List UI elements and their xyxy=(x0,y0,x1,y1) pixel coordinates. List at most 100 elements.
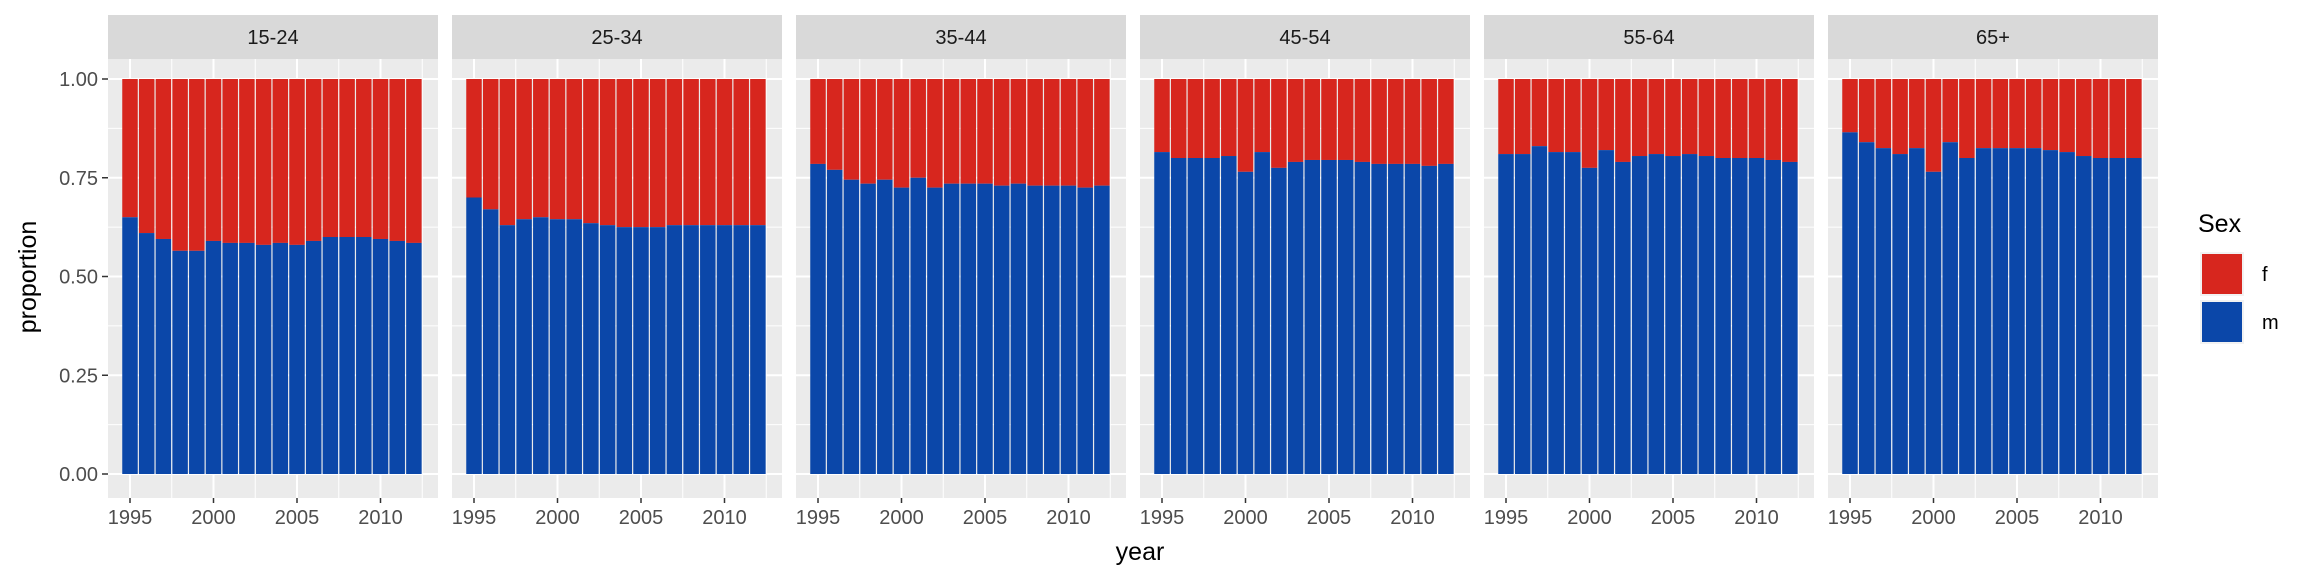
bar-segment-m xyxy=(289,244,305,474)
bar-segment-m xyxy=(1204,158,1220,474)
bar-segment-m xyxy=(927,187,943,474)
bar-segment-m xyxy=(1337,159,1354,474)
bar-segment-m xyxy=(1044,185,1060,474)
bar-segment-f xyxy=(1715,79,1731,158)
bar-segment-m xyxy=(533,217,549,474)
bar-segment-f xyxy=(633,79,649,228)
bar-segment-f xyxy=(2025,79,2042,149)
y-axis-title: proportion xyxy=(14,221,42,334)
bar-segment-m xyxy=(2042,150,2059,474)
bar-segment-m xyxy=(2025,148,2042,474)
x-tick-label: 2000 xyxy=(1911,507,1956,529)
bar-segment-f xyxy=(1531,79,1548,147)
bar-segment-m xyxy=(1715,158,1731,474)
x-tick-label: 2010 xyxy=(2078,507,2123,529)
bar-segment-f xyxy=(222,79,238,243)
bar-segment-f xyxy=(1187,79,1204,158)
bar-segment-f xyxy=(927,79,943,188)
bar-segment-m xyxy=(1531,146,1548,474)
bar-segment-f xyxy=(1698,79,1715,157)
bar-segment-f xyxy=(683,79,699,226)
bar-segment-m xyxy=(1154,152,1170,474)
bar-segment-f xyxy=(1992,79,2009,149)
bar-segment-m xyxy=(1959,158,1975,474)
x-tick-label: 1995 xyxy=(1484,507,1529,529)
bar-segment-f xyxy=(1581,79,1598,168)
bar-segment-m xyxy=(1565,152,1581,474)
bar-segment-f xyxy=(893,79,910,188)
bar-segment-m xyxy=(826,169,843,474)
x-tick-label: 2000 xyxy=(535,507,580,529)
bar-segment-m xyxy=(599,225,616,474)
bar-segment-f xyxy=(1027,79,1043,186)
bar-segment-m xyxy=(189,250,205,474)
y-tick-label: 1.00 xyxy=(59,69,98,91)
bar-segment-f xyxy=(1748,79,1765,158)
bar-segment-f xyxy=(583,79,599,224)
bar-segment-f xyxy=(406,79,422,243)
facet-strip xyxy=(108,15,438,59)
bar-segment-f xyxy=(810,79,826,164)
bar-segment-m xyxy=(389,240,405,474)
bar-segment-f xyxy=(666,79,683,226)
bar-segment-f xyxy=(1010,79,1027,184)
bar-segment-f xyxy=(1631,79,1648,157)
bar-segment-f xyxy=(138,79,155,234)
bar-segment-f xyxy=(1942,79,1958,143)
x-tick-label: 1995 xyxy=(452,507,497,529)
bar-segment-m xyxy=(1321,159,1337,474)
bar-segment-m xyxy=(1782,161,1798,474)
bar-segment-m xyxy=(1975,148,1992,474)
bar-segment-m xyxy=(910,177,926,474)
bar-segment-f xyxy=(700,79,716,226)
bar-segment-f xyxy=(566,79,582,220)
bar-segment-m xyxy=(1221,156,1237,474)
legend-label-m: m xyxy=(2262,312,2279,334)
bar-segment-m xyxy=(1548,152,1564,474)
x-tick-label: 2005 xyxy=(619,507,664,529)
bar-segment-f xyxy=(239,79,255,243)
bar-segment-f xyxy=(1565,79,1581,153)
x-tick-label: 1995 xyxy=(1140,507,1185,529)
bar-segment-f xyxy=(1875,79,1892,149)
bar-segment-m xyxy=(482,209,499,474)
x-tick-label: 1995 xyxy=(1828,507,1873,529)
bar-segment-m xyxy=(649,227,666,474)
bar-segment-f xyxy=(599,79,616,226)
bar-segment-f xyxy=(1271,79,1287,168)
bar-segment-m xyxy=(1909,148,1925,474)
y-tick-label: 0.25 xyxy=(59,365,98,387)
bar-segment-m xyxy=(339,237,355,474)
facet-strip xyxy=(452,15,782,59)
bar-segment-m xyxy=(1388,163,1404,475)
bar-segment-m xyxy=(2076,156,2092,474)
bar-segment-m xyxy=(733,225,749,474)
bar-segment-f xyxy=(826,79,843,170)
facet-strip-label: 55-64 xyxy=(1623,27,1674,49)
legend-label-f: f xyxy=(2262,264,2268,286)
bar-segment-m xyxy=(1698,156,1715,474)
bar-segment-f xyxy=(877,79,893,180)
bar-segment-m xyxy=(2126,158,2142,474)
bar-segment-f xyxy=(1421,79,1437,166)
bar-segment-f xyxy=(1842,79,1858,133)
facet-strip-label: 35-44 xyxy=(935,27,986,49)
x-tick-label: 2000 xyxy=(879,507,924,529)
bar-segment-f xyxy=(649,79,666,228)
bar-segment-m xyxy=(566,219,582,474)
bar-segment-m xyxy=(499,225,516,474)
bar-segment-m xyxy=(666,225,683,474)
bar-segment-f xyxy=(305,79,322,241)
bar-segment-m xyxy=(1498,154,1514,475)
facet-strip-label: 65+ xyxy=(1976,27,2010,49)
bar-segment-f xyxy=(1892,79,1908,155)
bar-segment-f xyxy=(1404,79,1421,164)
bar-segment-f xyxy=(1615,79,1631,162)
x-tick-label: 2010 xyxy=(1734,507,1779,529)
facet-strip xyxy=(1484,15,1814,59)
bar-segment-f xyxy=(733,79,749,226)
bar-segment-m xyxy=(222,242,238,474)
x-tick-label: 2010 xyxy=(1046,507,1091,529)
bar-segment-m xyxy=(1842,132,1858,474)
